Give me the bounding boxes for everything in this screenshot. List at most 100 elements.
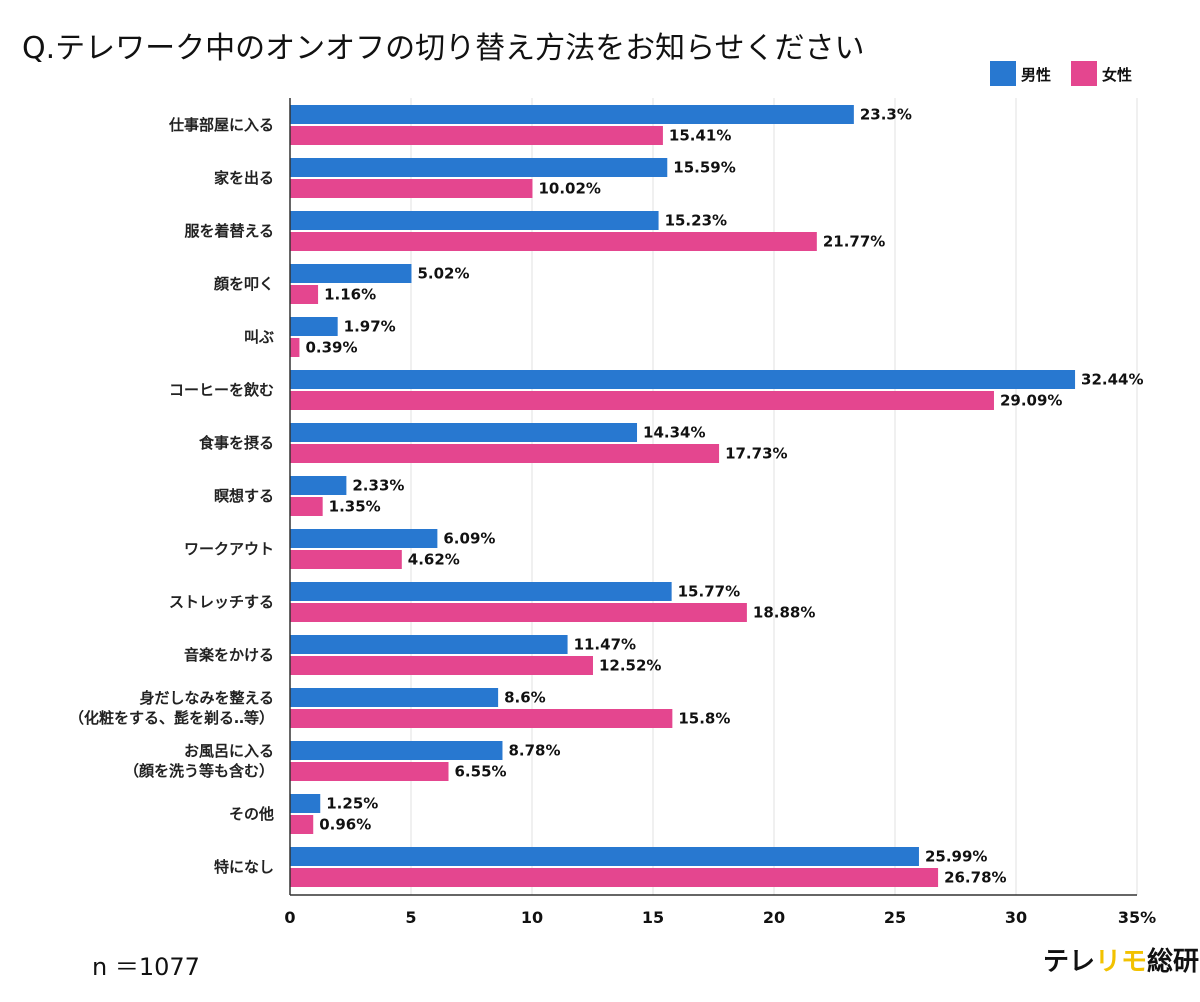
bar-male-10: [290, 635, 568, 654]
bar-male-2: [290, 211, 659, 230]
data-label-female-3: 1.16%: [324, 286, 376, 304]
data-label-male-8: 6.09%: [443, 530, 495, 548]
data-label-female-14: 26.78%: [944, 869, 1006, 887]
category-label-11-line-0: 身だしなみを整える: [139, 689, 274, 707]
x-tick-label-0: 0: [284, 908, 295, 927]
category-label-9: ストレッチする: [169, 593, 274, 611]
category-labels: 仕事部屋に入る家を出る服を着替える顔を叩く叫ぶコーヒーを飲む食事を摂る瞑想するワ…: [69, 116, 274, 876]
data-label-female-13: 0.96%: [319, 816, 371, 834]
bar-female-3: [290, 285, 319, 304]
category-label-8: ワークアウト: [184, 540, 274, 558]
bar-female-7: [290, 497, 323, 516]
bar-male-7: [290, 476, 347, 495]
data-label-female-1: 10.02%: [538, 180, 600, 198]
bar-female-6: [290, 444, 720, 463]
data-label-male-2: 15.23%: [665, 212, 727, 230]
data-label-female-6: 17.73%: [725, 445, 787, 463]
legend-label-female: 女性: [1102, 66, 1132, 84]
category-label-5: コーヒーを飲む: [169, 381, 274, 399]
bar-female-13: [290, 815, 314, 834]
bar-female-8: [290, 550, 402, 569]
data-label-male-12: 8.78%: [508, 742, 560, 760]
category-label-0: 仕事部屋に入る: [168, 116, 274, 134]
data-label-male-14: 25.99%: [925, 848, 987, 866]
category-label-13: その他: [229, 805, 274, 823]
data-label-male-4: 1.97%: [344, 318, 396, 336]
chart-title: Q.テレワーク中のオンオフの切り替え方法をお知らせください: [22, 31, 865, 66]
category-label-1: 家を出る: [214, 169, 274, 187]
bars: [290, 105, 1076, 887]
legend-label-male: 男性: [1021, 66, 1051, 84]
data-label-female-10: 12.52%: [599, 657, 661, 675]
category-label-12-line-0: お風呂に入る: [184, 742, 274, 760]
logo-part-1: テレ: [1043, 947, 1095, 977]
bar-female-4: [290, 338, 300, 357]
category-label-4: 叫ぶ: [244, 328, 274, 346]
data-label-male-1: 15.59%: [673, 159, 735, 177]
bar-male-5: [290, 370, 1076, 389]
data-label-female-2: 21.77%: [823, 233, 885, 251]
bar-female-5: [290, 391, 994, 410]
data-label-male-0: 23.3%: [860, 106, 912, 124]
bar-male-8: [290, 529, 438, 548]
category-label-6: 食事を摂る: [199, 434, 274, 452]
data-label-male-3: 5.02%: [417, 265, 469, 283]
bar-male-13: [290, 794, 321, 813]
bar-male-6: [290, 423, 638, 442]
data-label-female-8: 4.62%: [408, 551, 460, 569]
data-label-male-9: 15.77%: [678, 583, 740, 601]
data-label-male-13: 1.25%: [326, 795, 378, 813]
x-tick-label-20: 20: [763, 908, 785, 927]
category-label-14: 特になし: [214, 858, 274, 876]
legend: 男性 女性: [990, 61, 1132, 86]
x-tick-label-35: 35%: [1118, 908, 1156, 927]
bar-male-14: [290, 847, 919, 866]
data-label-male-7: 2.33%: [352, 477, 404, 495]
data-label-female-0: 15.41%: [669, 127, 731, 145]
bar-female-9: [290, 603, 747, 622]
x-tick-label-25: 25: [884, 908, 906, 927]
bar-female-1: [290, 179, 533, 198]
x-tick-label-30: 30: [1005, 908, 1027, 927]
legend-swatch-female: [1071, 61, 1097, 86]
bar-female-10: [290, 656, 593, 675]
data-label-male-5: 32.44%: [1081, 371, 1143, 389]
data-labels: 23.3% 15.41% 15.59% 10.02% 15.23% 21.77% 5.02%…: [305, 106, 1143, 887]
bar-male-9: [290, 582, 672, 601]
data-label-female-9: 18.88%: [753, 604, 815, 622]
data-label-female-4: 0.39%: [305, 339, 357, 357]
bar-female-0: [290, 126, 663, 145]
bar-male-3: [290, 264, 412, 283]
x-tick-label-5: 5: [405, 908, 416, 927]
axes: [289, 98, 1137, 896]
x-tick-label-15: 15: [642, 908, 664, 927]
legend-swatch-male: [990, 61, 1016, 86]
logo-part-2: リモ: [1095, 947, 1147, 977]
data-label-female-7: 1.35%: [329, 498, 381, 516]
data-label-female-11: 15.8%: [678, 710, 730, 728]
bar-female-2: [290, 232, 817, 251]
bar-female-14: [290, 868, 939, 887]
bar-male-11: [290, 688, 499, 707]
category-label-12-line-1: （顔を洗う等も含む）: [124, 762, 274, 780]
bar-male-12: [290, 741, 503, 760]
bar-male-0: [290, 105, 854, 124]
category-label-3: 顔を叩く: [213, 275, 274, 293]
category-label-7: 瞑想する: [214, 487, 274, 505]
gridlines: [410, 98, 1138, 895]
bar-male-1: [290, 158, 668, 177]
bar-female-12: [290, 762, 449, 781]
sample-size-note: n ＝1077: [92, 953, 200, 981]
category-label-11-line-1: （化粧をする、髭を剃る‥等）: [69, 709, 274, 727]
data-label-male-10: 11.47%: [574, 636, 636, 654]
category-label-2: 服を着替える: [184, 222, 274, 240]
brand-logo: テレリモ総研: [1043, 946, 1199, 977]
data-label-female-12: 6.55%: [455, 763, 507, 781]
bar-male-4: [290, 317, 338, 336]
category-label-10: 音楽をかける: [184, 646, 274, 664]
data-label-female-5: 29.09%: [1000, 392, 1062, 410]
logo-part-3: 総研: [1147, 946, 1199, 977]
data-label-male-11: 8.6%: [504, 689, 546, 707]
